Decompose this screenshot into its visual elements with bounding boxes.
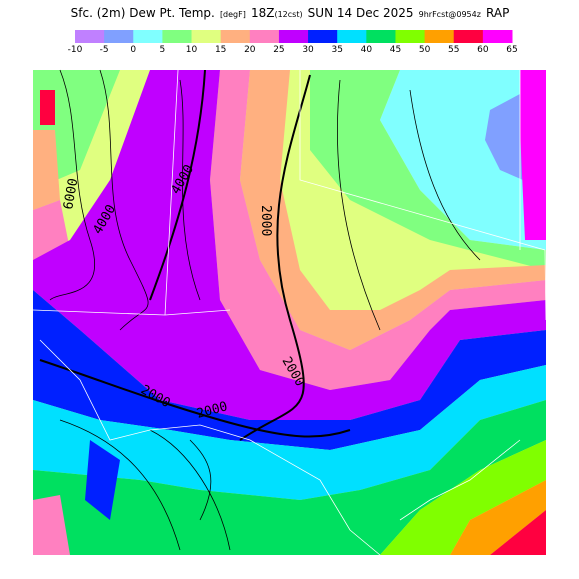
contour-line [239, 74, 311, 441]
contour-label: 2000 [258, 205, 273, 236]
map-region [380, 440, 546, 555]
legend-swatch [453, 30, 484, 43]
coast [399, 439, 521, 521]
legend-swatch [278, 30, 309, 43]
state-border [39, 339, 381, 556]
legend-label: 50 [419, 45, 431, 55]
contour-line [409, 89, 481, 261]
legend-label: 20 [244, 45, 256, 55]
map-region [490, 510, 546, 555]
legend-swatch [162, 30, 193, 43]
title-part: Sfc. (2m) Dew Pt. Temp. [71, 6, 215, 20]
map-region [33, 495, 70, 555]
contour-line [189, 439, 212, 521]
contour-line [336, 79, 381, 331]
state-border [32, 69, 547, 321]
legend-swatch [366, 30, 396, 43]
legend-label: 60 [477, 45, 489, 55]
legend-label: 15 [215, 45, 226, 55]
map [33, 70, 546, 555]
legend-label: 30 [302, 45, 314, 55]
legend-swatch [308, 30, 338, 43]
contour-line [59, 419, 181, 551]
contour-line [179, 79, 201, 301]
legend-label: -10 [68, 45, 83, 55]
legend-swatch [191, 30, 222, 43]
legend-label: 25 [273, 45, 284, 55]
legend-label: 45 [390, 45, 401, 55]
legend-label: 55 [448, 45, 459, 55]
legend-swatch [133, 30, 163, 43]
legend: -10 -5 0 5 10 15 20 25 30 35 40 45 50 55 60 65 [68, 30, 518, 55]
contour-line [149, 69, 206, 301]
map-region [450, 480, 546, 555]
legend-label: 10 [186, 45, 198, 55]
legend-label: 40 [361, 45, 373, 55]
legend-label: 65 [506, 45, 517, 55]
title-part: SUN 14 Dec 2025 [308, 6, 414, 20]
legend-label: -5 [100, 45, 109, 55]
legend-label: 0 [130, 45, 136, 55]
contour-label: 6000 [61, 177, 81, 210]
map-region [85, 440, 120, 520]
legend-swatch [337, 30, 367, 43]
contour-line [39, 359, 351, 438]
title-part: 9hrFcst@0954z [419, 10, 481, 19]
legend-swatch [482, 30, 513, 43]
legend-swatch [424, 30, 455, 43]
map-region [40, 90, 55, 125]
map-region [33, 400, 546, 555]
map-region [33, 365, 546, 500]
title-part: [degF] [220, 10, 246, 19]
map-region [33, 70, 546, 420]
legend-swatch [395, 30, 426, 43]
map-region [520, 70, 546, 240]
legend-swatch [220, 30, 251, 43]
contour-line [99, 69, 149, 331]
contours [39, 69, 481, 551]
title-part: RAP [486, 6, 509, 20]
legend-swatch [249, 30, 280, 43]
legend-label: 5 [160, 45, 166, 55]
title-part: (12cst) [274, 10, 302, 19]
map-region [33, 130, 60, 210]
map-region [240, 70, 546, 350]
borders [32, 69, 547, 556]
legend-swatch [104, 30, 134, 43]
map-region [310, 70, 546, 270]
legend-swatch [75, 30, 105, 43]
map-region [210, 70, 546, 390]
contour-line [49, 69, 96, 301]
map-region [33, 290, 546, 450]
contour-line [149, 429, 231, 551]
title-part: 18Z [251, 6, 275, 20]
title: Sfc. (2m) Dew Pt. Temp. [degF] 18Z(12cst… [71, 2, 510, 21]
legend-label: 35 [331, 45, 342, 55]
